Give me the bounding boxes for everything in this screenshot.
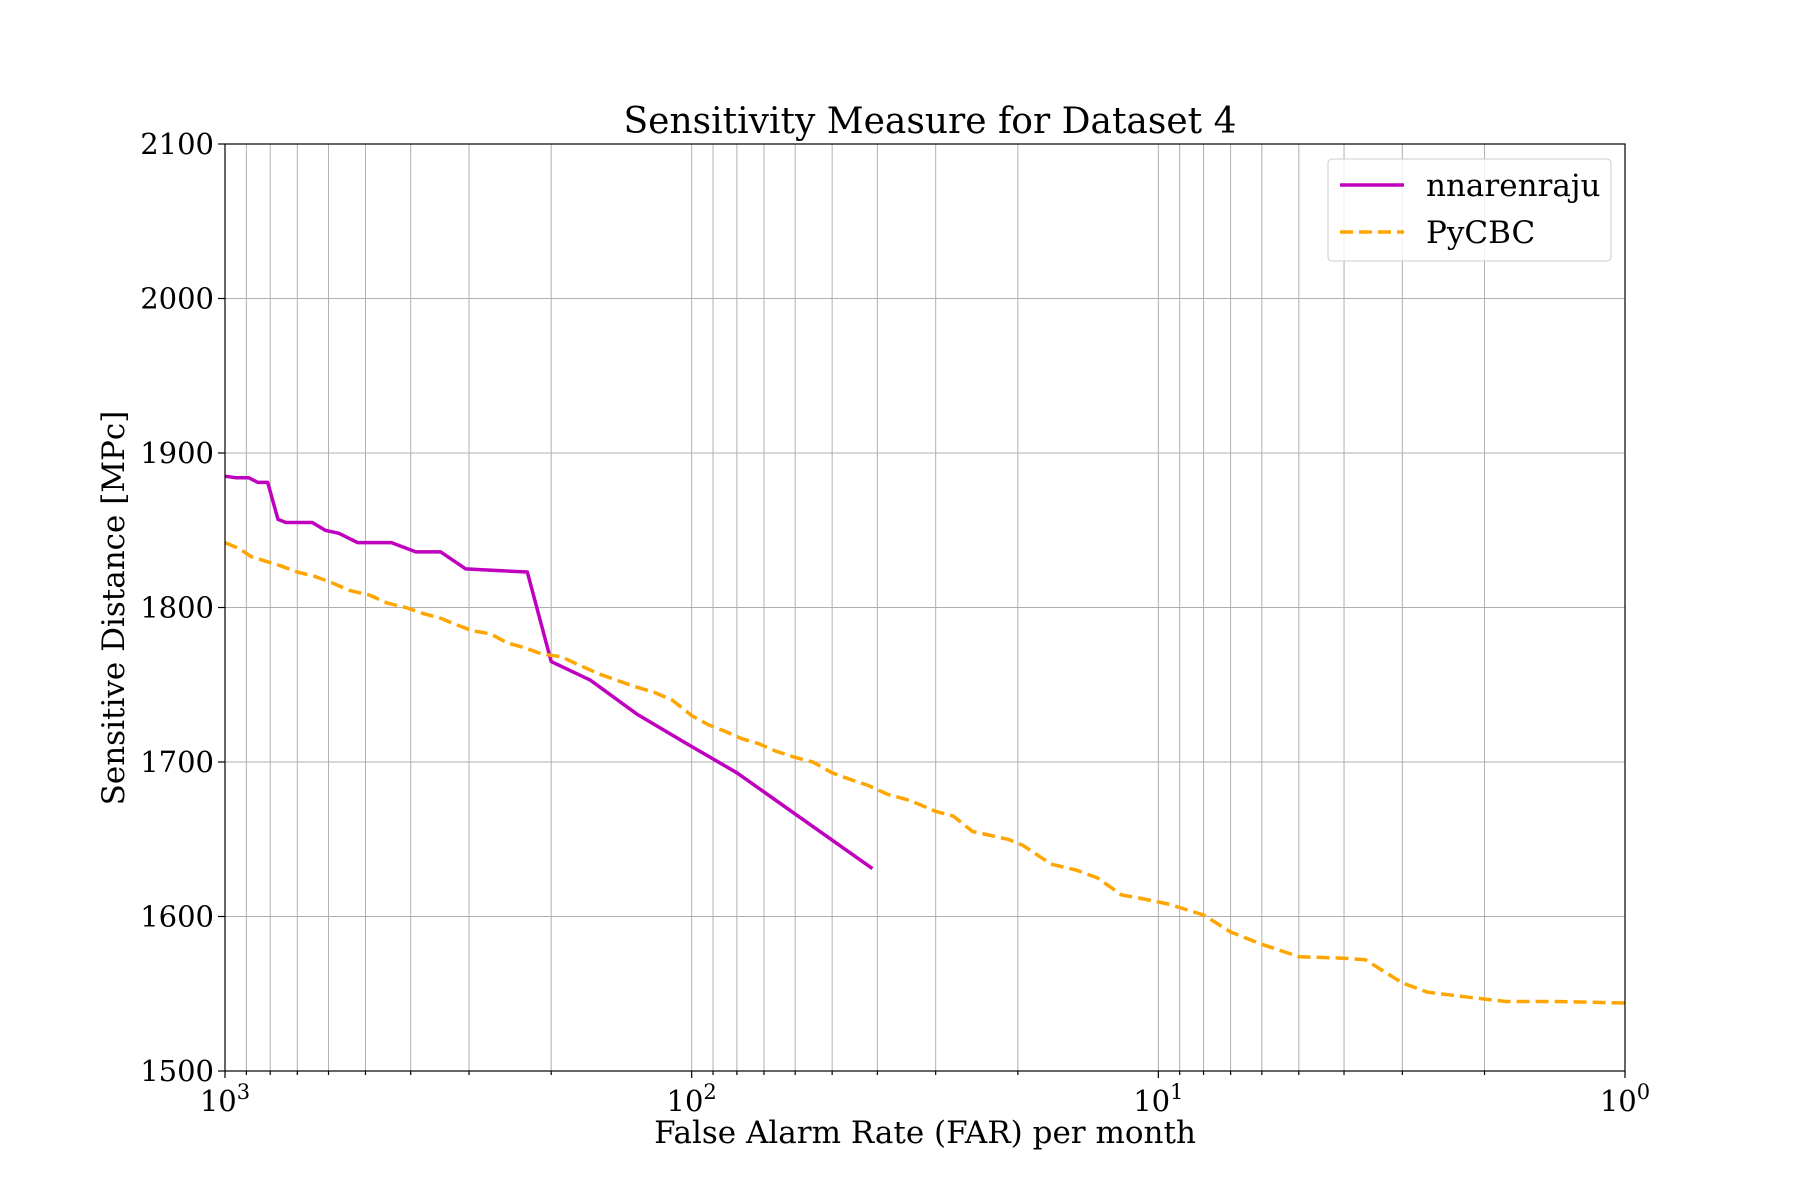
y-tick-label: 2000	[140, 282, 214, 316]
series-line-nnarenraju	[224, 474, 874, 871]
series-line-pycbc	[224, 540, 1626, 1005]
y-tick-label: 1500	[140, 1054, 214, 1088]
legend: nnarenraju PyCBC	[1327, 158, 1612, 262]
chart-title: Sensitivity Measure for Dataset 4	[624, 101, 1237, 142]
ticks: 1500 1600 1700 1800 1900 2000 2100 103 102 101 100	[140, 127, 1650, 1118]
y-tick-label: 1700	[140, 745, 214, 779]
x-tick-label: 102	[667, 1080, 717, 1118]
y-axis-label: Sensitive Distance [MPc]	[96, 411, 132, 806]
x-tick-label: 100	[1600, 1080, 1650, 1118]
y-tick-label: 1800	[140, 591, 214, 625]
legend-label-pycbc: PyCBC	[1426, 215, 1535, 251]
series-layer	[224, 474, 1626, 1005]
x-axis-label: False Alarm Rate (FAR) per month	[654, 1115, 1196, 1151]
y-tick-label: 1600	[140, 900, 214, 934]
y-tick-label: 2100	[140, 127, 214, 161]
x-tick-label: 101	[1133, 1080, 1183, 1118]
x-tick-label: 103	[200, 1080, 250, 1118]
legend-label-nnarenraju: nnarenraju	[1426, 168, 1600, 204]
grid	[225, 143, 1626, 1072]
y-tick-label: 1900	[140, 436, 214, 470]
